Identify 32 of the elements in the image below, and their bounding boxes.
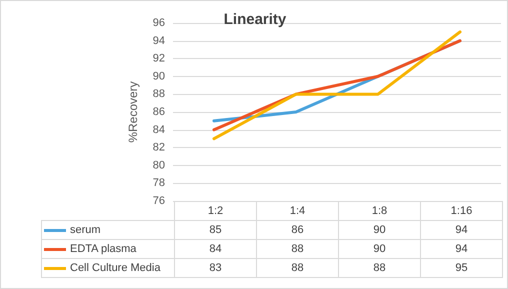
y-tick-label: 86 xyxy=(152,106,165,118)
chart-title: Linearity xyxy=(224,11,287,28)
x-tick-label: 1:16 xyxy=(420,202,502,220)
data-label: 94 xyxy=(420,220,502,240)
data-label: 88 xyxy=(256,258,338,278)
data-label: 90 xyxy=(338,220,420,240)
y-tick-label: 94 xyxy=(152,34,165,47)
x-tick-label: 1:8 xyxy=(338,202,420,220)
x-tick-label: 1:4 xyxy=(256,202,338,220)
x-tick-label: 1:2 xyxy=(174,202,256,220)
y-tick-label: 90 xyxy=(152,70,165,82)
y-tick-label: 88 xyxy=(152,88,165,100)
data-label: 84 xyxy=(174,240,256,258)
y-tick-label: 84 xyxy=(152,124,165,136)
legend-label: EDTA plasma xyxy=(42,240,174,258)
legend-label: Cell Culture Media xyxy=(42,258,174,278)
data-label: 88 xyxy=(338,258,420,278)
legend-label: serum xyxy=(42,220,174,240)
data-label: 86 xyxy=(256,220,338,240)
data-label: 95 xyxy=(420,258,502,278)
data-label: 85 xyxy=(174,220,256,240)
y-tick-label: 96 xyxy=(152,17,165,29)
data-label: 94 xyxy=(420,240,502,258)
y-tick-label: 92 xyxy=(152,52,165,65)
y-tick-label: 80 xyxy=(152,159,165,172)
y-tick-label: 78 xyxy=(152,177,165,190)
y-axis-title: %Recovery xyxy=(126,81,140,143)
y-tick-label: 76 xyxy=(152,195,165,207)
data-label: 83 xyxy=(174,258,256,278)
data-label: 88 xyxy=(256,240,338,258)
data-label: 90 xyxy=(338,240,420,258)
y-tick-label: 82 xyxy=(152,142,165,154)
